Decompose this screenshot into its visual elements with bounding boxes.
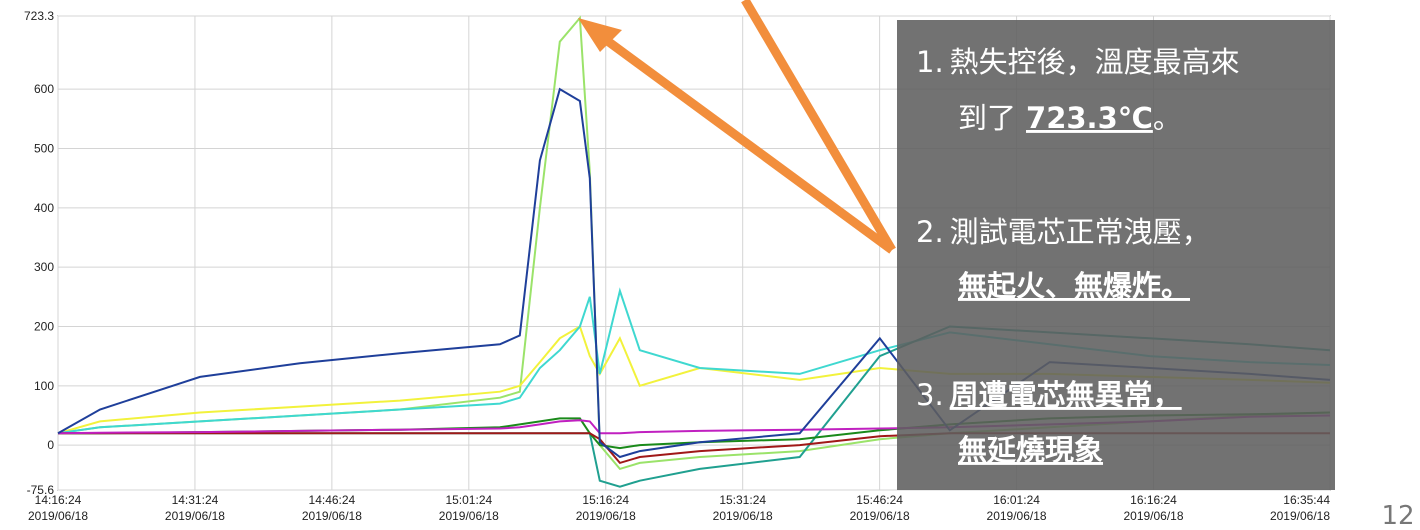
x-tick-date: 2019/06/18 <box>165 509 225 523</box>
arrow-line <box>741 0 896 253</box>
annotation-highlight: 723.3℃ <box>1026 101 1153 135</box>
annotation: 3. 周遭電芯無異常， <box>916 378 1182 412</box>
x-tick-date: 2019/06/18 <box>850 509 910 523</box>
annotation: 2. 測試電芯正常洩壓， <box>916 215 1211 249</box>
arrow-line <box>595 30 895 254</box>
x-tick-label: 14:16:24 <box>35 493 82 507</box>
y-tick-label: 0 <box>47 438 54 452</box>
y-tick-label: 600 <box>34 82 54 96</box>
x-tick-date: 2019/06/18 <box>1270 509 1330 523</box>
x-tick-label: 15:01:24 <box>445 493 492 507</box>
x-tick-label: 14:31:24 <box>172 493 219 507</box>
y-tick-label: 200 <box>34 319 54 333</box>
page-number: 12 <box>1381 501 1414 530</box>
annotation-text: 測試電芯正常洩壓， <box>950 215 1211 249</box>
annotation-highlight: 周遭電芯無異常， <box>950 378 1182 412</box>
annotation-highlight: 無起火、無爆炸。 <box>958 269 1190 303</box>
annotation-text: 熱失控後，溫度最高來 <box>950 45 1240 79</box>
annotation: 到了 723.3℃。 <box>958 101 1182 135</box>
annotation-box <box>897 20 1335 490</box>
y-tick-label: 100 <box>34 379 54 393</box>
y-tick-label: -75.6 <box>27 483 55 497</box>
y-tick-label: 400 <box>34 201 54 215</box>
x-tick-label: 16:16:24 <box>1130 493 1177 507</box>
x-tick-label: 15:31:24 <box>719 493 766 507</box>
annotation-number: 3. <box>916 378 944 412</box>
x-tick-label: 14:46:24 <box>309 493 356 507</box>
x-tick-date: 2019/06/18 <box>302 509 362 523</box>
y-tick-label: 723.3 <box>24 9 54 23</box>
x-tick-date: 2019/06/18 <box>576 509 636 523</box>
x-tick-label: 16:01:24 <box>993 493 1040 507</box>
annotation-number: 1. <box>916 45 944 79</box>
annotation-text: 。 <box>1153 101 1182 135</box>
annotation-number: 2. <box>916 215 944 249</box>
annotation-text: 到了 <box>958 101 1016 135</box>
arrow-head <box>578 18 622 52</box>
x-tick-label: 15:16:24 <box>582 493 629 507</box>
x-tick-date: 2019/06/18 <box>987 509 1047 523</box>
annotation: 1. 熱失控後，溫度最高來 <box>916 45 1240 79</box>
x-tick-label: 16:35:44 <box>1283 493 1330 507</box>
x-tick-date: 2019/06/18 <box>439 509 499 523</box>
x-tick-label: 15:46:24 <box>856 493 903 507</box>
y-tick-label: 300 <box>34 260 54 274</box>
x-tick-date: 2019/06/18 <box>713 509 773 523</box>
annotation-highlight: 無延燒現象 <box>958 433 1103 467</box>
x-tick-date: 2019/06/18 <box>1123 509 1183 523</box>
x-tick-date: 2019/06/18 <box>28 509 88 523</box>
y-tick-label: 500 <box>34 141 54 155</box>
